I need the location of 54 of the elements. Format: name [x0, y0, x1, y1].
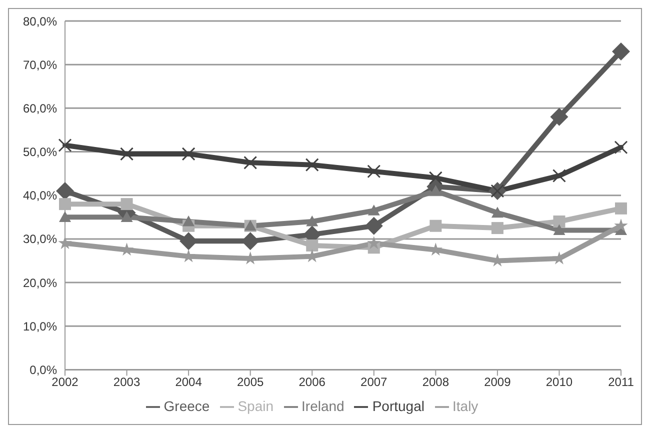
x-tick-label: 2004 — [175, 375, 202, 390]
legend-label: Portugal — [372, 398, 424, 414]
y-tick-label: 40,0% — [22, 188, 58, 203]
point — [615, 202, 627, 214]
y-tick-label: 70,0% — [22, 58, 58, 72]
x-tick-label: 2003 — [113, 375, 140, 390]
point — [306, 239, 318, 252]
y-tick-label: 0,0% — [30, 362, 58, 377]
y-tick-label: 80,0% — [22, 14, 58, 28]
point — [182, 147, 196, 161]
point — [182, 216, 195, 226]
x-tick-label: 2006 — [298, 375, 326, 390]
legend-label: Spain — [238, 398, 274, 414]
point — [553, 216, 566, 228]
point — [59, 198, 71, 210]
y-tick-label: 60,0% — [22, 101, 58, 116]
point — [244, 156, 258, 170]
point — [367, 236, 381, 250]
point — [305, 158, 319, 172]
point — [614, 218, 628, 232]
point — [491, 222, 504, 234]
point — [553, 224, 566, 236]
point — [368, 204, 380, 216]
point — [612, 42, 630, 61]
point — [120, 211, 133, 222]
x-tick-label: 2008 — [422, 375, 450, 390]
y-tick-label: 10,0% — [22, 319, 58, 334]
point — [430, 220, 442, 232]
point — [306, 216, 318, 226]
point — [364, 216, 383, 235]
y-tick-label: 20,0% — [22, 276, 58, 290]
point — [367, 164, 381, 178]
point — [120, 147, 134, 161]
point — [58, 236, 72, 250]
legend-label: Italy — [452, 398, 478, 414]
point — [552, 168, 566, 182]
x-tick-label: 2002 — [52, 375, 79, 390]
point — [614, 140, 628, 154]
point — [120, 198, 133, 210]
x-tick-label: 2007 — [360, 375, 388, 390]
point — [56, 182, 74, 200]
y-tick-label: 30,0% — [22, 232, 58, 246]
x-tick-label: 2010 — [546, 375, 573, 390]
legend-label: Greece — [164, 398, 210, 414]
point — [491, 206, 504, 218]
y-tick-label: 50,0% — [22, 145, 58, 160]
x-tick-label: 2011 — [608, 375, 634, 390]
x-tick-label: 2009 — [484, 375, 512, 390]
point — [550, 108, 568, 126]
point — [58, 138, 72, 152]
legend-label: Ireland — [302, 398, 344, 414]
point — [59, 211, 71, 222]
point — [428, 171, 442, 185]
x-tick-label: 2005 — [236, 375, 264, 390]
